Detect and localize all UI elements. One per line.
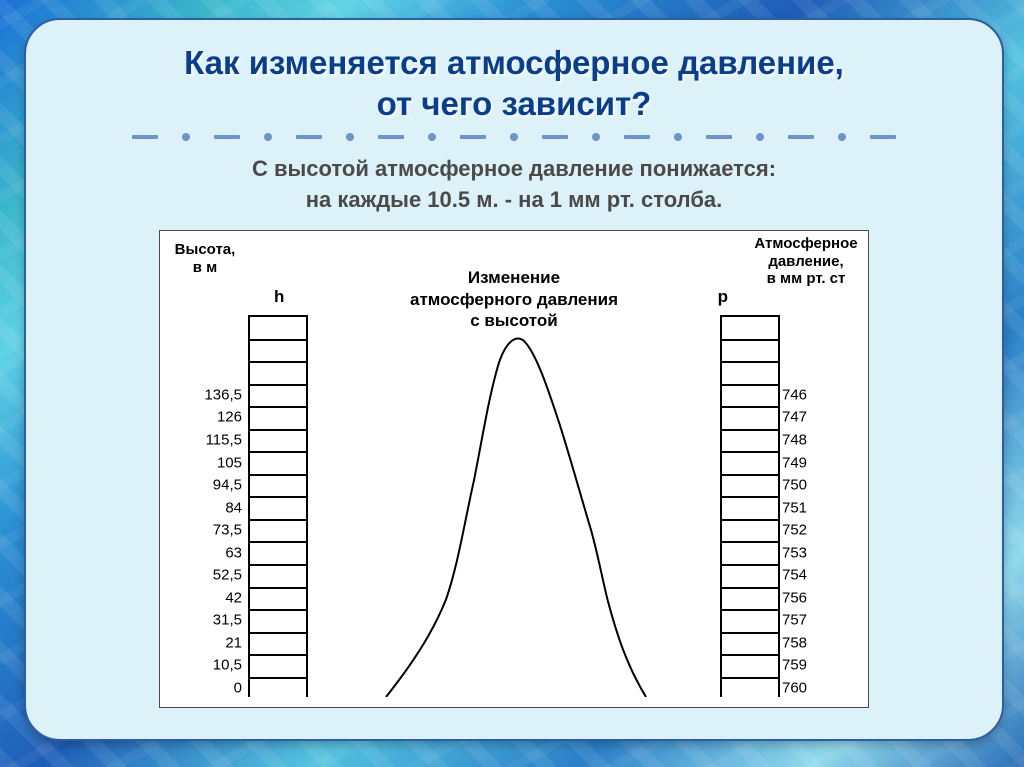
pressure-scale-label: 751	[782, 499, 842, 516]
scale-tick	[250, 654, 306, 656]
height-unit: h	[274, 287, 284, 307]
scale-tick	[722, 474, 778, 476]
scale-tick	[250, 451, 306, 453]
pressure-scale-label: 760	[782, 679, 842, 696]
scale-tick	[250, 406, 306, 408]
height-scale-label: 63	[174, 544, 242, 561]
mountain-svg	[346, 331, 686, 697]
scale-tick	[250, 609, 306, 611]
scale-tick	[722, 496, 778, 498]
scale-tick	[722, 361, 778, 363]
scale-tick	[250, 632, 306, 634]
scale-tick	[250, 496, 306, 498]
height-scale-label: 84	[174, 499, 242, 516]
height-scale-label: 0	[174, 679, 242, 696]
subtitle-line-1: С высотой атмосферное давление понижаетс…	[252, 156, 776, 181]
height-header: Высота,в м	[166, 241, 244, 276]
pressure-scale-label: 754	[782, 567, 842, 584]
slide-subtitle: С высотой атмосферное давление понижаетс…	[60, 153, 968, 217]
scale-tick	[722, 451, 778, 453]
pressure-header: Атмосферноедавление,в мм рт. ст	[750, 235, 862, 287]
scale-tick	[722, 632, 778, 634]
slide-title: Как изменяется атмосферное давление, от …	[60, 42, 968, 125]
height-scale: 136,5 126 115,5 105 94,5 84 73,5 63 52,5 42 31,5 21…	[170, 315, 330, 697]
mountain-path	[386, 339, 646, 697]
scale-tick	[250, 564, 306, 566]
scale-tick	[250, 361, 306, 363]
height-scale-label: 31,5	[174, 612, 242, 629]
scale-tick	[722, 654, 778, 656]
scale-tick	[722, 564, 778, 566]
pressure-scale: 746 747 748 749 750 751 752 753 754 756 757 758 759 7…	[694, 315, 854, 697]
scale-tick	[722, 384, 778, 386]
dash-dot-divider	[70, 135, 958, 141]
subtitle-line-2: на каждые 10.5 м. - на 1 мм рт. столба.	[306, 187, 723, 212]
height-scale-label: 105	[174, 454, 242, 471]
height-scale-label: 42	[174, 589, 242, 606]
scale-tick	[250, 429, 306, 431]
pressure-scale-label: 757	[782, 612, 842, 629]
scale-tick	[250, 339, 306, 341]
scale-tick	[722, 541, 778, 543]
height-scale-label: 21	[174, 634, 242, 651]
slide-panel: Как изменяется атмосферное давление, от …	[24, 18, 1004, 741]
scale-tick	[250, 677, 306, 679]
height-scale-label: 126	[174, 409, 242, 426]
pressure-header-text: Атмосферноедавление,в мм рт. ст	[754, 235, 857, 287]
chart-title-text: Изменениеатмосферного давленияс высотой	[410, 268, 618, 330]
pressure-scale-column	[720, 315, 780, 697]
scale-tick	[250, 315, 306, 317]
title-line-2: от чего зависит?	[377, 85, 652, 122]
scale-tick	[250, 587, 306, 589]
scale-tick	[722, 315, 778, 317]
height-scale-label: 52,5	[174, 567, 242, 584]
pressure-altitude-chart: Высота,в м h Изменениеатмосферного давле…	[159, 230, 869, 708]
pressure-scale-label: 746	[782, 386, 842, 403]
mountain-curve	[346, 331, 686, 697]
chart-title: Изменениеатмосферного давленияс высотой	[364, 267, 664, 331]
title-line-1: Как изменяется атмосферное давление,	[184, 44, 844, 81]
pressure-scale-label: 759	[782, 657, 842, 674]
pressure-scale-label: 753	[782, 544, 842, 561]
pressure-scale-label: 748	[782, 432, 842, 449]
scale-tick	[722, 429, 778, 431]
height-scale-label: 115,5	[174, 432, 242, 449]
height-scale-label: 94,5	[174, 477, 242, 494]
height-header-text: Высота,в м	[175, 241, 236, 275]
pressure-scale-label: 752	[782, 522, 842, 539]
scale-tick	[722, 609, 778, 611]
pressure-scale-label: 747	[782, 409, 842, 426]
scale-tick	[250, 384, 306, 386]
scale-tick	[722, 406, 778, 408]
pressure-scale-label: 756	[782, 589, 842, 606]
pressure-scale-label: 749	[782, 454, 842, 471]
scale-tick	[722, 519, 778, 521]
scale-tick	[722, 677, 778, 679]
height-scale-label: 10,5	[174, 657, 242, 674]
height-scale-label: 73,5	[174, 522, 242, 539]
scale-tick	[250, 519, 306, 521]
height-scale-label: 136,5	[174, 386, 242, 403]
scale-tick	[722, 339, 778, 341]
pressure-unit: p	[718, 287, 728, 307]
height-scale-column	[248, 315, 308, 697]
scale-tick	[250, 474, 306, 476]
pressure-scale-label: 758	[782, 634, 842, 651]
scale-tick	[722, 587, 778, 589]
pressure-scale-label: 750	[782, 477, 842, 494]
scale-tick	[250, 541, 306, 543]
